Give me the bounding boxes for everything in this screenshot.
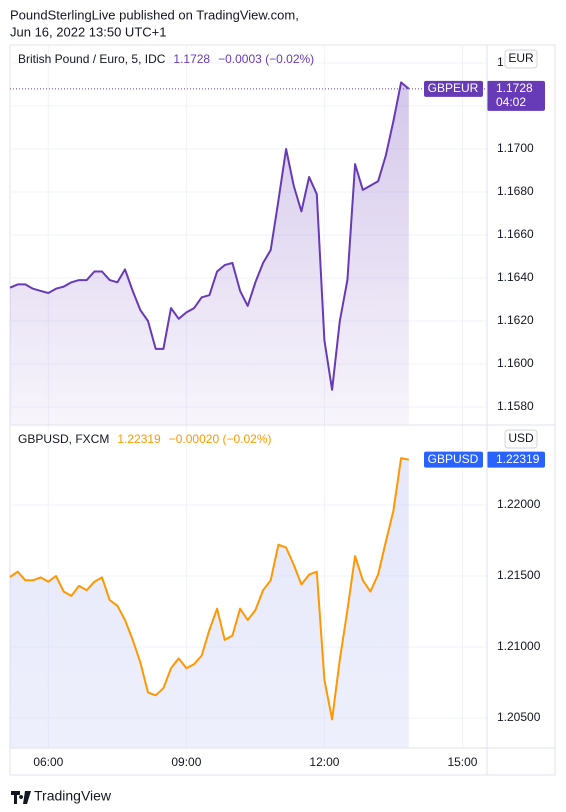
- price-label-bg: [487, 80, 545, 111]
- currency-box: [504, 49, 538, 69]
- legend-price: 1.22319: [117, 432, 161, 446]
- y-tick-label: 1.1640: [497, 270, 534, 284]
- currency: USD: [508, 431, 534, 445]
- publish-date: Jun 16, 2022 13:50 UTC+1: [10, 24, 166, 39]
- legend-title: GBPUSD, FXCM: [18, 432, 109, 446]
- legend: GBPUSD, FXCM 1.22319 −0.00020 (−0.02%): [18, 432, 271, 446]
- currency: EUR: [508, 51, 534, 65]
- y-tick-label: 1.20500: [497, 710, 541, 724]
- y-tick-label: 1.22000: [497, 497, 541, 511]
- y-tick-label: 1.1620: [497, 313, 534, 327]
- symbol-label-bg: [424, 451, 483, 468]
- y-tick-label: 1.1700: [497, 141, 534, 155]
- y-tick-label: 1.1600: [497, 356, 534, 370]
- y-tick-label: 1.1580: [497, 399, 534, 413]
- line: [9, 457, 410, 721]
- pane: 1.1580 1.1600 1.1620 1.1640 1.1660 1.1680 1.17…: [9, 45, 545, 425]
- legend-title: British Pound / Euro, 5, IDC: [18, 52, 166, 66]
- publisher: PoundSterlingLive published on TradingVi…: [10, 7, 299, 22]
- y-tick-label: 1.21000: [497, 639, 541, 653]
- price-label: 1.22319: [496, 452, 540, 466]
- countdown: 04:02: [496, 95, 526, 109]
- tradingview-logo: [11, 791, 31, 804]
- y-tick-label: 1.21500: [497, 568, 541, 582]
- x-tick-label: 06:00: [33, 755, 63, 769]
- legend-change: −0.00020 (−0.02%): [169, 432, 272, 446]
- brand: TradingView: [34, 788, 112, 804]
- area: [10, 82, 409, 425]
- legend-price: 1.1728: [173, 52, 210, 66]
- y-tick-label: 1.1660: [497, 227, 534, 241]
- pane: 1.20500 1.21000 1.21500 1.22000 06:00 09:00 12…: [9, 425, 545, 769]
- price-label: 1.1728: [496, 81, 533, 95]
- currency-box: [504, 429, 538, 449]
- symbol-label: GBPEUR: [428, 81, 479, 95]
- symbol-label: GBPUSD: [428, 452, 479, 466]
- price-label-bg: [487, 451, 545, 468]
- panes: 1.1580 1.1600 1.1620 1.1640 1.1660 1.1680 1.17…: [9, 45, 545, 769]
- line: [9, 81, 410, 391]
- legend-change: −0.0003 (−0.02%): [218, 52, 314, 66]
- x-tick-label: 09:00: [171, 755, 201, 769]
- x-tick-label: 12:00: [309, 755, 339, 769]
- symbol-label-bg: [424, 80, 483, 97]
- legend: British Pound / Euro, 5, IDC 1.1728 −0.000…: [18, 52, 314, 66]
- area: [10, 458, 409, 748]
- x-tick-label: 15:00: [447, 755, 477, 769]
- y-tick-label: 1.1680: [497, 184, 534, 198]
